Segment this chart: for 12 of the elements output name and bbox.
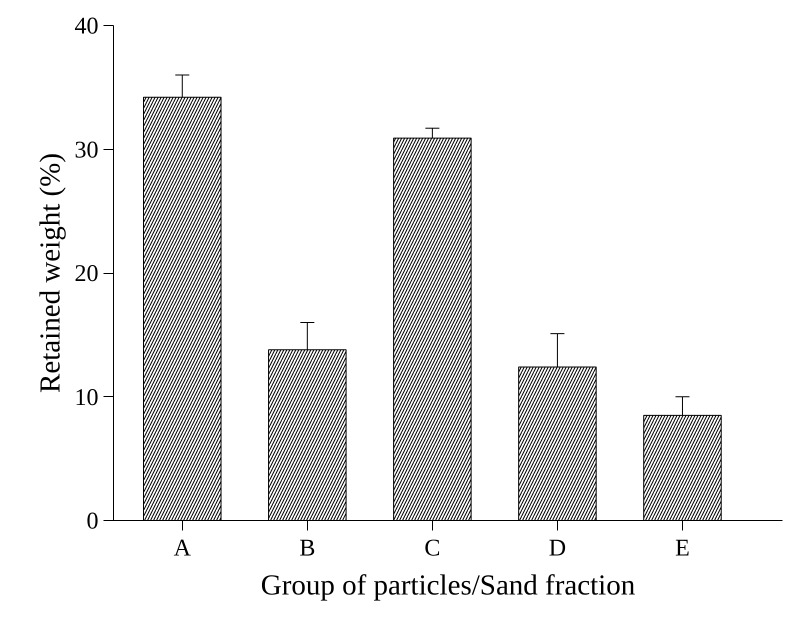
x-tick-label: E [675, 536, 690, 562]
x-tick-label: B [299, 536, 316, 562]
y-tick-label: 0 [86, 508, 98, 534]
y-axis-title: Retained weight (%) [34, 153, 66, 393]
x-tick-label: A [174, 536, 192, 562]
x-tick-label: D [548, 536, 566, 562]
x-axis-title: Group of particles/Sand fraction [260, 570, 636, 602]
y-tick-label: 30 [74, 137, 98, 164]
y-tick-label: 40 [74, 14, 98, 40]
y-tick-label: 20 [74, 261, 98, 287]
x-tick-label: C [424, 536, 440, 562]
y-tick-label: 10 [74, 384, 98, 411]
